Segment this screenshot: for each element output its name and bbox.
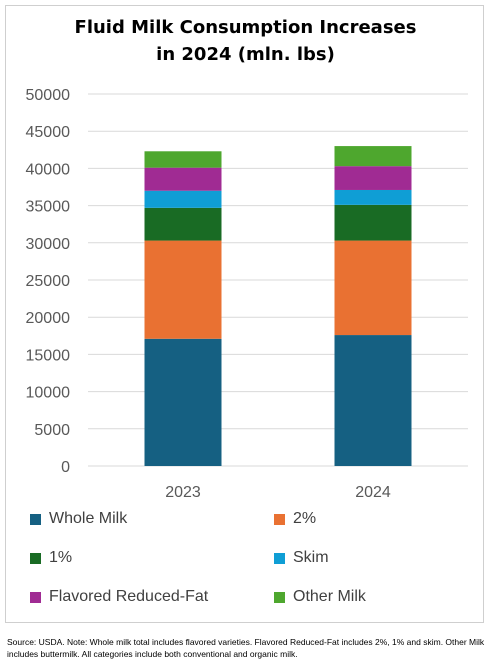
x-category-label: 2024 xyxy=(355,484,391,501)
legend-item: Whole Milk xyxy=(30,510,127,528)
y-tick-label: 10000 xyxy=(26,385,71,402)
y-tick-label: 25000 xyxy=(26,273,71,290)
y-tick-label: 50000 xyxy=(26,87,71,104)
y-tick-label: 5000 xyxy=(34,422,70,439)
legend-item: Skim xyxy=(274,549,329,567)
legend-item: Other Milk xyxy=(274,588,366,606)
bars xyxy=(144,146,412,466)
chart-legend: Whole Milk 2% 1% Skim Flavored Reduced-Fat Ot… xyxy=(30,510,470,610)
legend-item: 2% xyxy=(274,510,316,528)
y-tick-label: 45000 xyxy=(26,124,71,141)
bar-segment-flavored-reduced-fat-2023 xyxy=(144,167,222,191)
bar-segment-other-milk-2024 xyxy=(334,146,412,167)
legend-swatch xyxy=(30,513,41,525)
legend-item: 1% xyxy=(30,549,72,567)
bar-segment-1-2023 xyxy=(144,207,222,241)
y-axis-ticks: 0 5000 10000 15000 20000 25000 30000 35000 40000… xyxy=(26,87,71,476)
legend-swatch xyxy=(30,552,41,564)
y-tick-label: 40000 xyxy=(26,161,71,178)
legend-label: Whole Milk xyxy=(49,510,128,527)
chart-title-line-2: in 2024 (mln. lbs) xyxy=(156,44,335,65)
legend-swatch xyxy=(274,552,285,564)
y-tick-label: 15000 xyxy=(26,347,71,364)
bar-segment-1-2024 xyxy=(334,204,412,241)
x-category-label: 2023 xyxy=(165,484,201,501)
y-tick-label: 0 xyxy=(61,459,70,476)
legend-label: Flavored Reduced-Fat xyxy=(49,588,209,605)
source-footnote: Source: USDA. Note: Whole milk total inc… xyxy=(7,637,485,659)
bar-segment-2-2023 xyxy=(144,240,222,339)
bar-segment-whole-milk-2023 xyxy=(144,338,222,466)
legend-swatch xyxy=(274,513,285,525)
legend-label: Skim xyxy=(293,549,329,566)
legend-swatch xyxy=(274,591,285,603)
legend-label: 1% xyxy=(49,549,73,566)
bar-segment-flavored-reduced-fat-2024 xyxy=(334,166,412,190)
legend-label: Other Milk xyxy=(293,588,366,605)
legend-item: Flavored Reduced-Fat xyxy=(30,588,208,606)
chart-title-line-1: Fluid Milk Consumption Increases xyxy=(74,17,417,38)
x-axis-categories: 2023 2024 xyxy=(165,484,391,501)
y-tick-label: 35000 xyxy=(26,199,71,216)
legend-label: 2% xyxy=(293,510,317,527)
legend-swatch xyxy=(30,591,41,603)
bar-segment-whole-milk-2024 xyxy=(334,335,412,466)
bar-segment-skim-2023 xyxy=(144,190,222,208)
y-tick-label: 20000 xyxy=(26,310,71,327)
bar-segment-other-milk-2023 xyxy=(144,151,222,168)
bar-segment-skim-2024 xyxy=(334,189,412,205)
y-tick-label: 30000 xyxy=(26,236,71,253)
chart-title: Fluid Milk Consumption Increases in 2024… xyxy=(0,14,491,68)
bar-segment-2-2024 xyxy=(334,240,412,336)
